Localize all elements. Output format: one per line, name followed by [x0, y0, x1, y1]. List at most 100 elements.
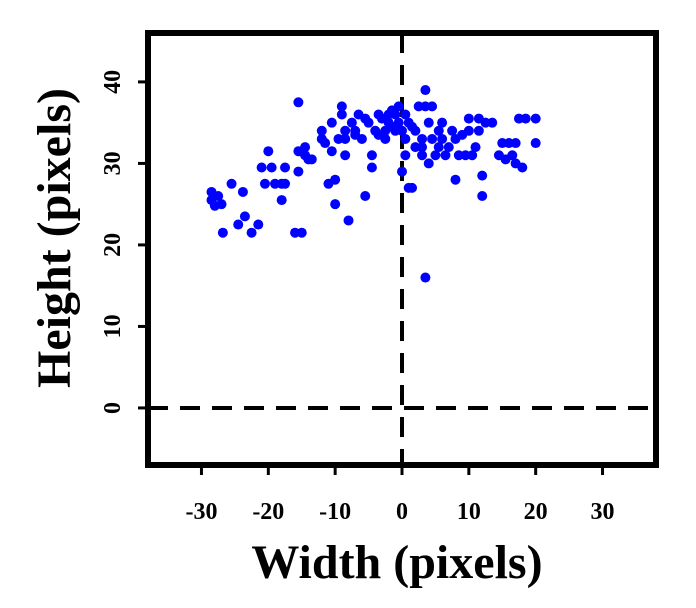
y-tick-label: 20	[100, 233, 126, 257]
x-tick-label: -30	[185, 499, 217, 525]
data-point	[300, 142, 311, 153]
x-tick-label: 0	[396, 499, 408, 525]
data-point	[427, 101, 438, 112]
data-point	[417, 142, 428, 153]
data-point	[510, 138, 521, 149]
data-point	[433, 125, 444, 136]
data-point	[397, 166, 407, 177]
x-tick-label: 10	[457, 499, 481, 525]
data-point	[437, 133, 448, 144]
data-point	[433, 142, 444, 153]
data-point	[473, 125, 484, 136]
data-point	[420, 272, 431, 283]
data-point	[360, 191, 371, 202]
data-point	[407, 182, 418, 193]
data-point	[233, 219, 244, 230]
data-point	[470, 142, 481, 153]
data-point	[430, 150, 441, 161]
data-point	[427, 133, 438, 144]
data-point	[366, 162, 377, 173]
data-point	[246, 227, 257, 238]
data-point	[463, 125, 474, 136]
data-point	[393, 101, 404, 112]
data-point	[296, 227, 307, 238]
data-point	[487, 117, 498, 128]
data-point	[397, 125, 407, 136]
data-point	[263, 146, 274, 157]
data-point	[326, 117, 337, 128]
data-point	[423, 158, 434, 169]
data-point	[226, 178, 237, 189]
data-point	[276, 195, 287, 206]
data-point	[340, 150, 351, 161]
y-axis: 0 10 20 30 40	[100, 70, 148, 414]
data-point	[410, 125, 421, 136]
data-point	[343, 215, 354, 226]
data-point	[326, 146, 337, 157]
x-axis: -30 -20 -10 0 10 20 30	[185, 465, 615, 525]
data-point	[443, 142, 454, 153]
data-point	[366, 150, 377, 161]
data-point	[380, 133, 391, 144]
data-point	[450, 174, 461, 185]
data-point	[336, 109, 347, 120]
data-point	[447, 125, 458, 136]
data-point	[340, 125, 351, 136]
data-point	[306, 154, 317, 165]
data-point	[330, 174, 341, 185]
data-point	[393, 117, 404, 128]
data-point	[259, 178, 270, 189]
x-tick-label: 20	[524, 499, 548, 525]
y-axis-title: Height (pixels)	[28, 88, 81, 388]
data-point	[400, 109, 411, 120]
data-point	[280, 162, 291, 173]
y-tick-label: 0	[100, 402, 126, 414]
data-point	[253, 219, 264, 230]
y-tick-label: 30	[100, 151, 126, 175]
y-tick-label: 40	[100, 70, 126, 94]
data-point	[477, 170, 488, 181]
data-point	[437, 117, 448, 128]
data-point	[266, 162, 277, 173]
data-point	[390, 109, 401, 120]
data-point	[467, 150, 478, 161]
reference-lines	[148, 33, 656, 465]
data-point	[239, 211, 250, 222]
data-point	[216, 199, 227, 210]
data-point	[363, 117, 374, 128]
data-point	[417, 133, 428, 144]
data-point	[530, 113, 541, 124]
data-point	[320, 138, 331, 149]
data-point	[293, 166, 304, 177]
data-point	[340, 133, 351, 144]
data-point	[237, 186, 248, 197]
data-point	[400, 133, 411, 144]
data-point	[400, 150, 411, 161]
data-point	[477, 191, 488, 202]
data-point	[293, 97, 304, 108]
data-point	[517, 162, 528, 173]
data-point	[256, 162, 267, 173]
data-point	[530, 138, 541, 149]
y-tick-label: 10	[100, 314, 126, 338]
data-point	[520, 113, 531, 124]
x-tick-label: 30	[591, 499, 615, 525]
data-point	[423, 117, 434, 128]
data-point	[463, 113, 474, 124]
data-point	[507, 150, 518, 161]
x-axis-title: Width (pixels)	[251, 536, 542, 589]
data-point	[280, 178, 291, 189]
data-point	[336, 101, 347, 112]
data-point	[316, 125, 327, 136]
x-tick-label: -10	[319, 499, 351, 525]
data-point	[217, 227, 228, 238]
data-point	[346, 117, 357, 128]
data-point	[440, 150, 451, 161]
data-point	[213, 191, 224, 202]
data-point	[420, 85, 431, 96]
data-point	[356, 133, 367, 144]
data-point	[417, 150, 428, 161]
data-point	[330, 199, 341, 210]
data-points	[206, 85, 541, 283]
